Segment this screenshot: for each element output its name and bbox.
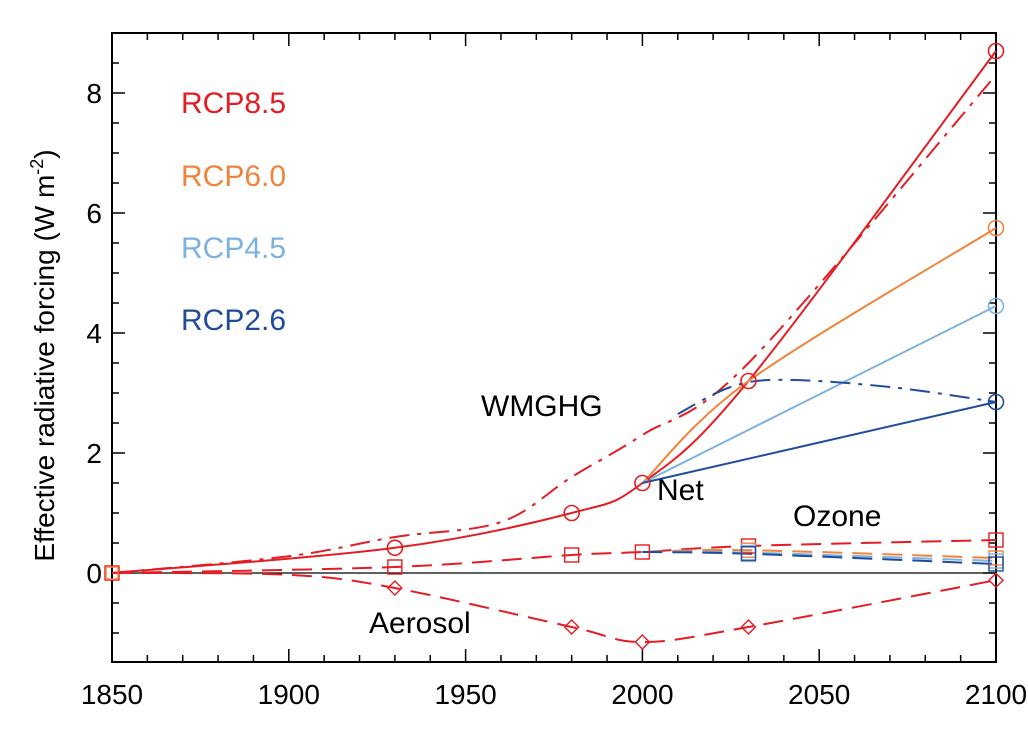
net-marker — [740, 372, 757, 390]
series-aerosol-rcp85 — [111, 572, 997, 644]
series-wmghg-rcp85 — [111, 74, 997, 574]
aerosol-marker — [634, 634, 651, 650]
x-tick-label: 2000 — [611, 679, 673, 710]
series-ozone-rcp45 — [642, 550, 997, 562]
aerosol-marker — [563, 619, 580, 635]
series-net-rcp26 — [642, 401, 997, 484]
net-marker — [563, 504, 580, 522]
ozone-marker — [563, 547, 580, 563]
net-marker — [634, 474, 651, 492]
x-tick-label: 2100 — [965, 679, 1027, 710]
annotation-wmghg: WMGHG — [481, 390, 603, 423]
series-net-rcp60 — [641, 227, 997, 484]
net-marker — [987, 219, 1005, 237]
series-wmghg-rcp26 — [677, 378, 997, 415]
aerosol-marker — [386, 580, 403, 596]
x-tick-label: 1900 — [258, 679, 320, 710]
x-tick-label: 2050 — [788, 679, 850, 710]
legend-rcp45: RCP4.5 — [181, 232, 286, 265]
ozone-marker — [988, 556, 1004, 572]
start-marker — [105, 566, 119, 580]
ozone-marker — [634, 544, 651, 560]
series-ozone-rcp60 — [642, 548, 997, 559]
legend-rcp60: RCP6.0 — [181, 160, 286, 193]
net-marker — [386, 539, 404, 557]
ozone-marker — [387, 559, 403, 575]
series-ozone-rcp85 — [111, 539, 997, 574]
y-tick-label: 2 — [86, 438, 102, 469]
y-tick-label: 4 — [86, 318, 102, 349]
annotation-aerosol: Aerosol — [369, 607, 471, 640]
legend-rcp26: RCP2.6 — [181, 304, 286, 337]
series-ozone-rcp26 — [642, 551, 997, 565]
x-tick-label: 1950 — [434, 679, 496, 710]
net-marker — [987, 393, 1005, 411]
ozone-marker — [740, 546, 757, 562]
ozone-marker — [104, 565, 120, 581]
y-tick-label: 8 — [86, 78, 102, 109]
x-tick-label: 1850 — [81, 679, 143, 710]
series-net-rcp45 — [641, 305, 997, 484]
plot-frame — [111, 32, 997, 663]
ozone-marker — [988, 532, 1004, 548]
net-marker — [987, 42, 1005, 60]
aerosol-marker — [988, 572, 1004, 589]
y-tick-label: 6 — [86, 198, 102, 229]
y-axis-label: Effective radiative forcing (W m-2) — [27, 149, 60, 561]
aerosol-marker — [740, 619, 757, 635]
annotation-net: Net — [657, 474, 704, 507]
legend-rcp85: RCP8.5 — [181, 87, 286, 120]
annotation-ozone: Ozone — [793, 500, 881, 533]
y-tick-label: 0 — [86, 558, 102, 589]
net-marker — [987, 297, 1005, 315]
series-net-rcp85 — [111, 50, 997, 574]
